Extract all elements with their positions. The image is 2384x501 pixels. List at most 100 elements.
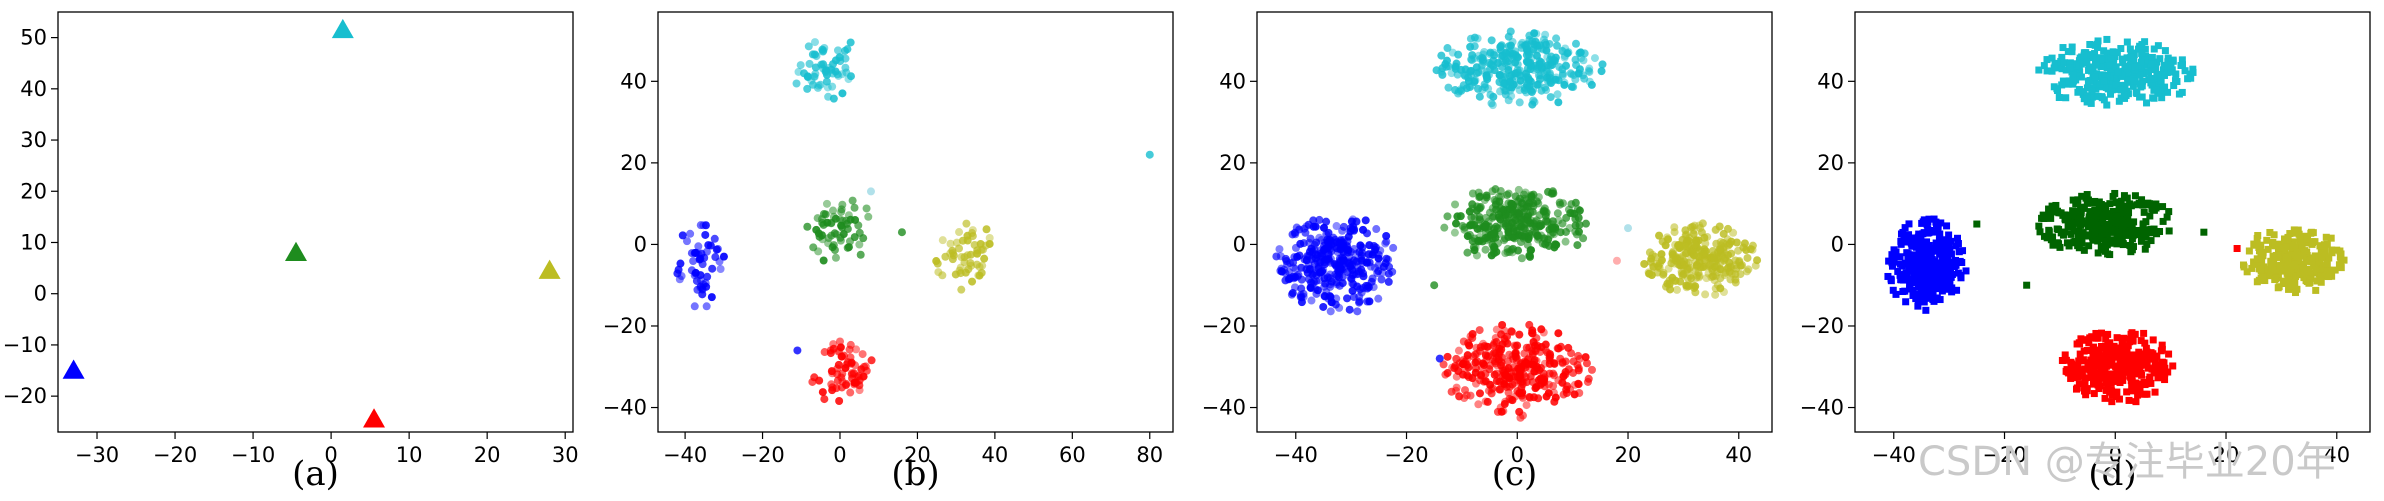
data-point bbox=[1550, 397, 1559, 406]
data-point bbox=[1499, 219, 1508, 228]
data-point bbox=[1579, 56, 1588, 65]
data-point bbox=[1439, 360, 1448, 369]
data-points bbox=[62, 18, 561, 428]
data-point bbox=[1691, 258, 1700, 267]
data-point bbox=[819, 46, 828, 55]
data-point bbox=[2320, 250, 2328, 258]
data-point bbox=[2101, 394, 2109, 402]
data-point bbox=[1587, 80, 1596, 89]
plot-frame bbox=[1854, 11, 2371, 433]
data-point bbox=[2081, 365, 2089, 373]
data-point bbox=[1940, 264, 1948, 272]
data-point bbox=[1932, 270, 1940, 278]
data-point bbox=[1574, 351, 1583, 360]
data-point bbox=[2080, 232, 2088, 240]
data-point bbox=[1573, 241, 1582, 250]
data-point bbox=[1525, 392, 1534, 401]
data-point bbox=[2279, 258, 2287, 266]
data-point bbox=[701, 221, 710, 230]
data-point bbox=[1727, 269, 1736, 278]
data-point bbox=[2120, 360, 2127, 368]
data-point bbox=[846, 237, 855, 246]
data-point bbox=[1946, 246, 1954, 254]
data-point bbox=[1459, 359, 1468, 368]
data-point bbox=[2092, 208, 2100, 216]
data-point bbox=[2154, 374, 2162, 382]
data-point bbox=[1920, 262, 1928, 270]
data-point bbox=[805, 59, 814, 68]
x-tick-label: −20 bbox=[1384, 443, 1428, 467]
data-point bbox=[809, 243, 818, 252]
data-point bbox=[2161, 364, 2169, 372]
data-point bbox=[1500, 59, 1509, 68]
data-point bbox=[1470, 33, 1479, 42]
data-point bbox=[2087, 213, 2095, 221]
data-point bbox=[2127, 49, 2135, 57]
data-point bbox=[2118, 337, 2126, 345]
data-point bbox=[1331, 260, 1340, 269]
data-point bbox=[1896, 260, 1904, 268]
data-point bbox=[2141, 390, 2149, 398]
data-point bbox=[1688, 222, 1697, 231]
data-point bbox=[2076, 350, 2084, 358]
data-point bbox=[2078, 192, 2086, 200]
data-point bbox=[2325, 273, 2333, 281]
data-point bbox=[2280, 235, 2288, 243]
data-point bbox=[1690, 240, 1699, 249]
data-point bbox=[1463, 248, 1472, 257]
data-point bbox=[1925, 275, 1933, 283]
y-tick-label: 50 bbox=[20, 26, 47, 50]
data-point bbox=[1587, 365, 1596, 374]
data-point bbox=[968, 229, 977, 238]
data-point bbox=[1522, 343, 1531, 352]
data-point bbox=[2147, 60, 2155, 68]
data-point bbox=[2268, 263, 2276, 271]
data-point bbox=[686, 229, 695, 238]
data-point bbox=[696, 271, 705, 280]
data-point bbox=[1511, 47, 1520, 56]
data-point bbox=[1517, 40, 1526, 49]
data-point bbox=[1917, 251, 1925, 259]
data-point bbox=[1463, 351, 1472, 360]
data-point bbox=[1948, 284, 1956, 292]
chart-panel-a: −30 −20 −10 0 10 20 30 −20 −10 0 10 20 30 40 50 (a) bbox=[3, 11, 579, 494]
data-point bbox=[850, 378, 859, 387]
x-tick-label: −20 bbox=[740, 443, 784, 467]
data-point bbox=[1323, 273, 1332, 282]
data-point bbox=[1363, 297, 1372, 306]
data-point bbox=[1447, 69, 1456, 78]
data-point bbox=[1529, 45, 1538, 54]
data-point bbox=[964, 265, 973, 274]
data-point bbox=[1897, 237, 1905, 245]
data-point bbox=[2081, 374, 2089, 382]
data-point bbox=[2123, 194, 2131, 202]
data-point bbox=[1384, 277, 1393, 286]
data-point bbox=[2156, 227, 2164, 235]
data-point bbox=[2147, 75, 2155, 83]
data-point bbox=[1649, 262, 1658, 271]
data-point bbox=[1929, 276, 1937, 284]
data-point bbox=[1481, 213, 1490, 222]
data-point bbox=[2127, 248, 2135, 256]
data-point bbox=[1579, 234, 1588, 243]
data-point bbox=[837, 373, 846, 382]
data-point bbox=[867, 356, 876, 365]
data-point bbox=[1503, 190, 1512, 199]
data-point bbox=[1912, 295, 1920, 303]
data-point bbox=[2142, 61, 2150, 69]
data-point bbox=[1528, 329, 1537, 338]
data-point bbox=[1522, 401, 1531, 410]
data-point bbox=[1945, 277, 1953, 285]
data-point bbox=[2062, 94, 2070, 102]
data-point bbox=[2131, 360, 2139, 368]
data-point bbox=[2102, 335, 2110, 343]
data-point bbox=[2299, 252, 2307, 260]
data-point bbox=[1507, 327, 1516, 336]
data-point bbox=[1582, 359, 1591, 368]
y-tick-label: 20 bbox=[620, 151, 647, 175]
data-point bbox=[2097, 56, 2105, 64]
data-point bbox=[1539, 207, 1548, 216]
data-point bbox=[1574, 379, 1583, 388]
data-point bbox=[2107, 65, 2115, 73]
data-point bbox=[2156, 364, 2164, 372]
